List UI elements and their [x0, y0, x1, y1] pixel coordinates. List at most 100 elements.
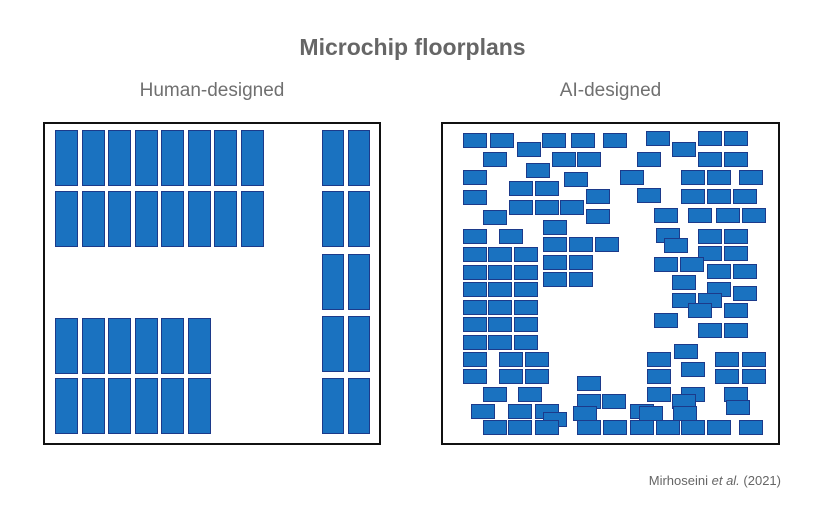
macro-block [483, 420, 507, 435]
macro-block [499, 352, 523, 367]
macro-block [724, 152, 748, 167]
macro-block [499, 229, 523, 244]
macro-block [564, 172, 588, 187]
macro-block [647, 387, 671, 402]
macro-block [188, 378, 211, 434]
macro-block [716, 208, 740, 223]
macro-block [517, 142, 541, 157]
macro-block [488, 247, 512, 262]
macro-block [542, 133, 566, 148]
macro-block [603, 133, 627, 148]
macro-block [681, 189, 705, 204]
macro-block [698, 131, 722, 146]
macro-block [698, 229, 722, 244]
macro-block [188, 130, 211, 186]
macro-block [577, 152, 601, 167]
macro-block [463, 265, 487, 280]
macro-block [348, 191, 370, 247]
macro-block [525, 369, 549, 384]
macro-block [463, 369, 487, 384]
macro-block [463, 335, 487, 350]
macro-block [483, 210, 507, 225]
macro-block [742, 208, 766, 223]
macro-block [688, 208, 712, 223]
macro-block [647, 352, 671, 367]
macro-block [595, 237, 619, 252]
macro-block [573, 406, 597, 421]
macro-block [681, 420, 705, 435]
macro-block [543, 220, 567, 235]
macro-block [724, 246, 748, 261]
macro-block [707, 264, 731, 279]
macro-block [514, 300, 538, 315]
macro-block [463, 170, 487, 185]
macro-block [586, 209, 610, 224]
macro-block [471, 404, 495, 419]
macro-block [674, 344, 698, 359]
macro-block [647, 369, 671, 384]
macro-block [525, 352, 549, 367]
macro-block [82, 130, 105, 186]
macro-block [108, 191, 131, 247]
ai-designed-label: AI-designed [559, 80, 662, 101]
macro-block [214, 191, 237, 247]
macro-block [188, 191, 211, 247]
macro-block [488, 317, 512, 332]
citation-year: (2021) [739, 473, 781, 488]
figure-title: Microchip floorplans [299, 34, 526, 60]
macro-block [161, 191, 184, 247]
macro-block [135, 318, 158, 374]
macro-block [463, 229, 487, 244]
macro-block [135, 378, 158, 434]
macro-block [214, 130, 237, 186]
macro-block [348, 316, 370, 372]
citation: Mirhoseini et al. (2021) [649, 473, 781, 488]
ai-floorplan-panel [441, 122, 780, 445]
macro-block [733, 286, 757, 301]
macro-block [715, 352, 739, 367]
macro-block [724, 303, 748, 318]
macro-block [483, 387, 507, 402]
macro-block [135, 130, 158, 186]
macro-block [508, 420, 532, 435]
macro-block [577, 420, 601, 435]
macro-block [698, 152, 722, 167]
macro-block [488, 335, 512, 350]
macro-block [161, 130, 184, 186]
macro-block [724, 323, 748, 338]
macro-block [161, 378, 184, 434]
macro-block [108, 318, 131, 374]
macro-block [82, 191, 105, 247]
macro-block [602, 394, 626, 409]
macro-block [463, 317, 487, 332]
macro-block [688, 303, 712, 318]
macro-block [322, 254, 344, 310]
macro-block [135, 191, 158, 247]
macro-block [715, 369, 739, 384]
macro-block [463, 190, 487, 205]
macro-block [161, 318, 184, 374]
macro-block [509, 181, 533, 196]
macro-block [680, 257, 704, 272]
macro-block [488, 265, 512, 280]
macro-block [348, 130, 370, 186]
macro-block [535, 181, 559, 196]
macro-block [577, 376, 601, 391]
macro-block [499, 369, 523, 384]
macro-block [490, 133, 514, 148]
macro-block [569, 255, 593, 270]
citation-author: Mirhoseini [648, 473, 712, 488]
macro-block [514, 317, 538, 332]
macro-block [698, 323, 722, 338]
macro-block [535, 420, 559, 435]
macro-block [742, 369, 766, 384]
macro-block [707, 170, 731, 185]
macro-block [55, 378, 78, 434]
macro-block [672, 275, 696, 290]
macro-block [664, 238, 688, 253]
macro-block [742, 352, 766, 367]
macro-block [322, 378, 344, 434]
macro-block [733, 264, 757, 279]
macro-block [707, 420, 731, 435]
macro-block [348, 378, 370, 434]
